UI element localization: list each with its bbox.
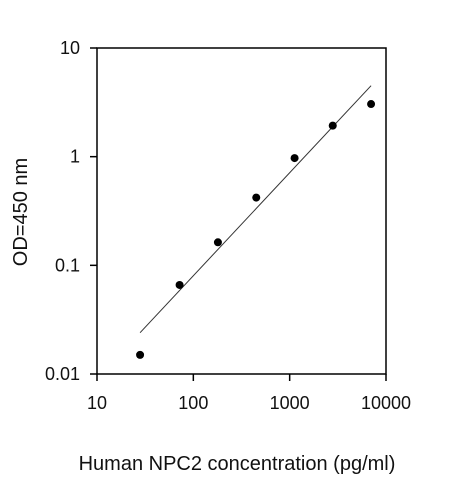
data-point (328, 121, 337, 130)
points-layer (136, 100, 376, 359)
data-point (367, 100, 376, 109)
y-axis-title: OD=450 nm (10, 158, 32, 266)
plot-frame (96, 47, 387, 375)
x-tick-label: 100 (178, 393, 208, 413)
x-tick-label: 10000 (361, 393, 411, 413)
data-point (136, 350, 145, 359)
data-point (175, 280, 184, 289)
fit-line (139, 85, 372, 334)
data-point (252, 193, 261, 202)
axes-layer (96, 47, 387, 375)
y-tick-label: 0.1 (55, 255, 80, 275)
y-tick-label: 1 (70, 147, 80, 167)
data-point (213, 238, 222, 247)
x-axis-title: Human NPC2 concentration (pg/ml) (79, 453, 396, 475)
fit-layer (139, 85, 372, 334)
x-tick-label: 1000 (270, 393, 310, 413)
y-tick-label: 10 (60, 38, 80, 58)
x-tick-label: 10 (87, 393, 107, 413)
data-point (290, 154, 299, 163)
ticks-layer: 10 100 1000 10000 0.01 0.1 1 10 (45, 38, 411, 413)
y-tick-label: 0.01 (45, 364, 80, 384)
